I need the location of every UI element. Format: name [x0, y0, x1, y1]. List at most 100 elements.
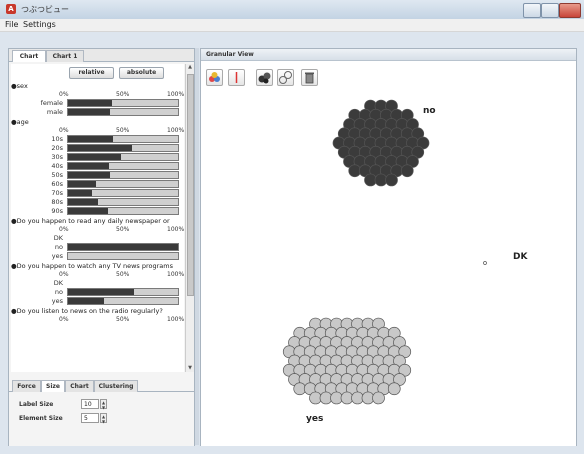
cluster-yes[interactable]: [282, 317, 412, 405]
cluster-label: yes: [306, 414, 323, 424]
category-bar: [67, 99, 179, 107]
category-bar-fill: [68, 109, 110, 115]
category-bar-fill: [68, 244, 178, 250]
trash-icon[interactable]: [301, 69, 318, 86]
tab-size[interactable]: Size: [41, 380, 65, 392]
category-label: no: [54, 288, 63, 296]
element-size-label: Element Size: [19, 415, 63, 422]
respondent-node[interactable]: [387, 382, 401, 396]
category-label: yes: [51, 297, 63, 305]
category-label: 70s: [51, 189, 63, 197]
category-bar-fill: [68, 145, 132, 151]
axis-tick-label: 50%: [116, 271, 130, 278]
category-label: 80s: [51, 198, 63, 206]
category-bar: [67, 135, 179, 143]
scroll-thumb[interactable]: [187, 74, 194, 296]
category-bar: [67, 198, 179, 206]
category-label: 50s: [51, 171, 63, 179]
question-label: ●sex: [11, 82, 28, 90]
cluster-label: DK: [513, 252, 528, 262]
granular-canvas[interactable]: no yes DK: [201, 63, 576, 443]
left-panel: Chart Chart 1 relative absolute ●sex 0% 50…: [8, 48, 195, 447]
category-label: male: [46, 108, 63, 116]
category-label: yes: [51, 252, 63, 260]
axis-tick-label: 100%: [167, 271, 184, 278]
category-bar: [67, 189, 179, 197]
question-label: ●age: [11, 118, 29, 126]
axis-tick-label: 50%: [116, 91, 130, 98]
respondent-node[interactable]: [400, 164, 414, 178]
category-label: DK: [53, 234, 63, 242]
close-button[interactable]: [559, 3, 581, 18]
axis-tick-label: 50%: [116, 127, 130, 134]
chart-area: relative absolute ●sex 0% 50% 100% female mal…: [11, 64, 184, 372]
chart-scrollbar[interactable]: ▲ ▼: [185, 64, 194, 372]
category-label: female: [40, 99, 63, 107]
respondent-node[interactable]: [372, 391, 385, 405]
label-size-stepper[interactable]: ▲ ▼: [100, 399, 107, 410]
minimize-button[interactable]: [523, 3, 541, 18]
axis-tick-label: 100%: [167, 316, 184, 323]
scroll-down-icon[interactable]: ▼: [188, 365, 192, 371]
category-bar: [67, 144, 179, 152]
category-bar: [67, 108, 179, 116]
axis-tick-label: 100%: [167, 91, 184, 98]
category-bar-fill: [68, 199, 98, 205]
category-bar: [67, 162, 179, 170]
category-bar: [67, 297, 179, 305]
granular-view-header: Granular View: [201, 49, 576, 61]
cluster-dk[interactable]: [483, 261, 487, 265]
title-bar: A つぶつビュー: [0, 0, 584, 20]
cluster-label: no: [423, 106, 436, 116]
cluster-color-icon[interactable]: [206, 69, 223, 86]
scroll-up-icon[interactable]: ▲: [188, 64, 192, 70]
tab-chart[interactable]: Chart: [12, 50, 46, 62]
menu-file[interactable]: File: [5, 20, 19, 29]
respondent-node[interactable]: [483, 261, 487, 265]
menu-settings[interactable]: Settings: [23, 20, 56, 29]
category-label: 10s: [51, 135, 63, 143]
category-label: 40s: [51, 162, 63, 170]
relative-button[interactable]: relative: [69, 67, 114, 79]
cluster-no[interactable]: [332, 99, 430, 187]
group-icon[interactable]: [256, 69, 273, 86]
category-label: DK: [53, 279, 63, 287]
question-label: ●Do you happen to read any daily newspap…: [11, 217, 170, 225]
maximize-button[interactable]: [541, 3, 559, 18]
window-title: つぶつビュー: [21, 5, 69, 14]
status-bar: [0, 446, 584, 454]
question-label: ●Do you happen to watch any TV news prog…: [11, 262, 173, 270]
category-label: 90s: [51, 207, 63, 215]
category-bar-fill: [68, 298, 105, 304]
label-size-input[interactable]: 10: [81, 399, 99, 409]
panel-splitter[interactable]: [195, 48, 199, 445]
granular-view-panel: Granular View no yes DK: [200, 48, 577, 447]
tab-chart-settings[interactable]: Chart: [65, 380, 94, 392]
category-bar-fill: [68, 100, 112, 106]
category-label: 20s: [51, 144, 63, 152]
tab-chart-1[interactable]: Chart 1: [46, 50, 84, 62]
axis-tick-label: 50%: [116, 226, 130, 233]
category-bar-fill: [68, 181, 96, 187]
tab-force[interactable]: Force: [12, 380, 41, 392]
link-icon[interactable]: [277, 69, 294, 86]
app-icon: A: [6, 4, 16, 14]
label-size-label: Label Size: [19, 401, 54, 408]
settings-tabs: Force Size Chart Clustering: [9, 379, 194, 392]
category-bar: [67, 288, 179, 296]
category-bar-fill: [68, 163, 109, 169]
category-bar-fill: [68, 190, 93, 196]
category-bar: [67, 180, 179, 188]
category-label: 60s: [51, 180, 63, 188]
absolute-button[interactable]: absolute: [119, 67, 164, 79]
tab-clustering[interactable]: Clustering: [94, 380, 138, 392]
category-bar: [67, 243, 179, 251]
category-label: no: [54, 243, 63, 251]
element-size-stepper[interactable]: ▲ ▼: [100, 413, 107, 424]
axis-tick-label: 100%: [167, 127, 184, 134]
axis-tick-label: 0%: [59, 127, 69, 134]
line-icon[interactable]: [228, 69, 245, 86]
category-bar: [67, 252, 179, 260]
element-size-input[interactable]: 5: [81, 413, 99, 423]
respondent-node[interactable]: [385, 173, 398, 187]
